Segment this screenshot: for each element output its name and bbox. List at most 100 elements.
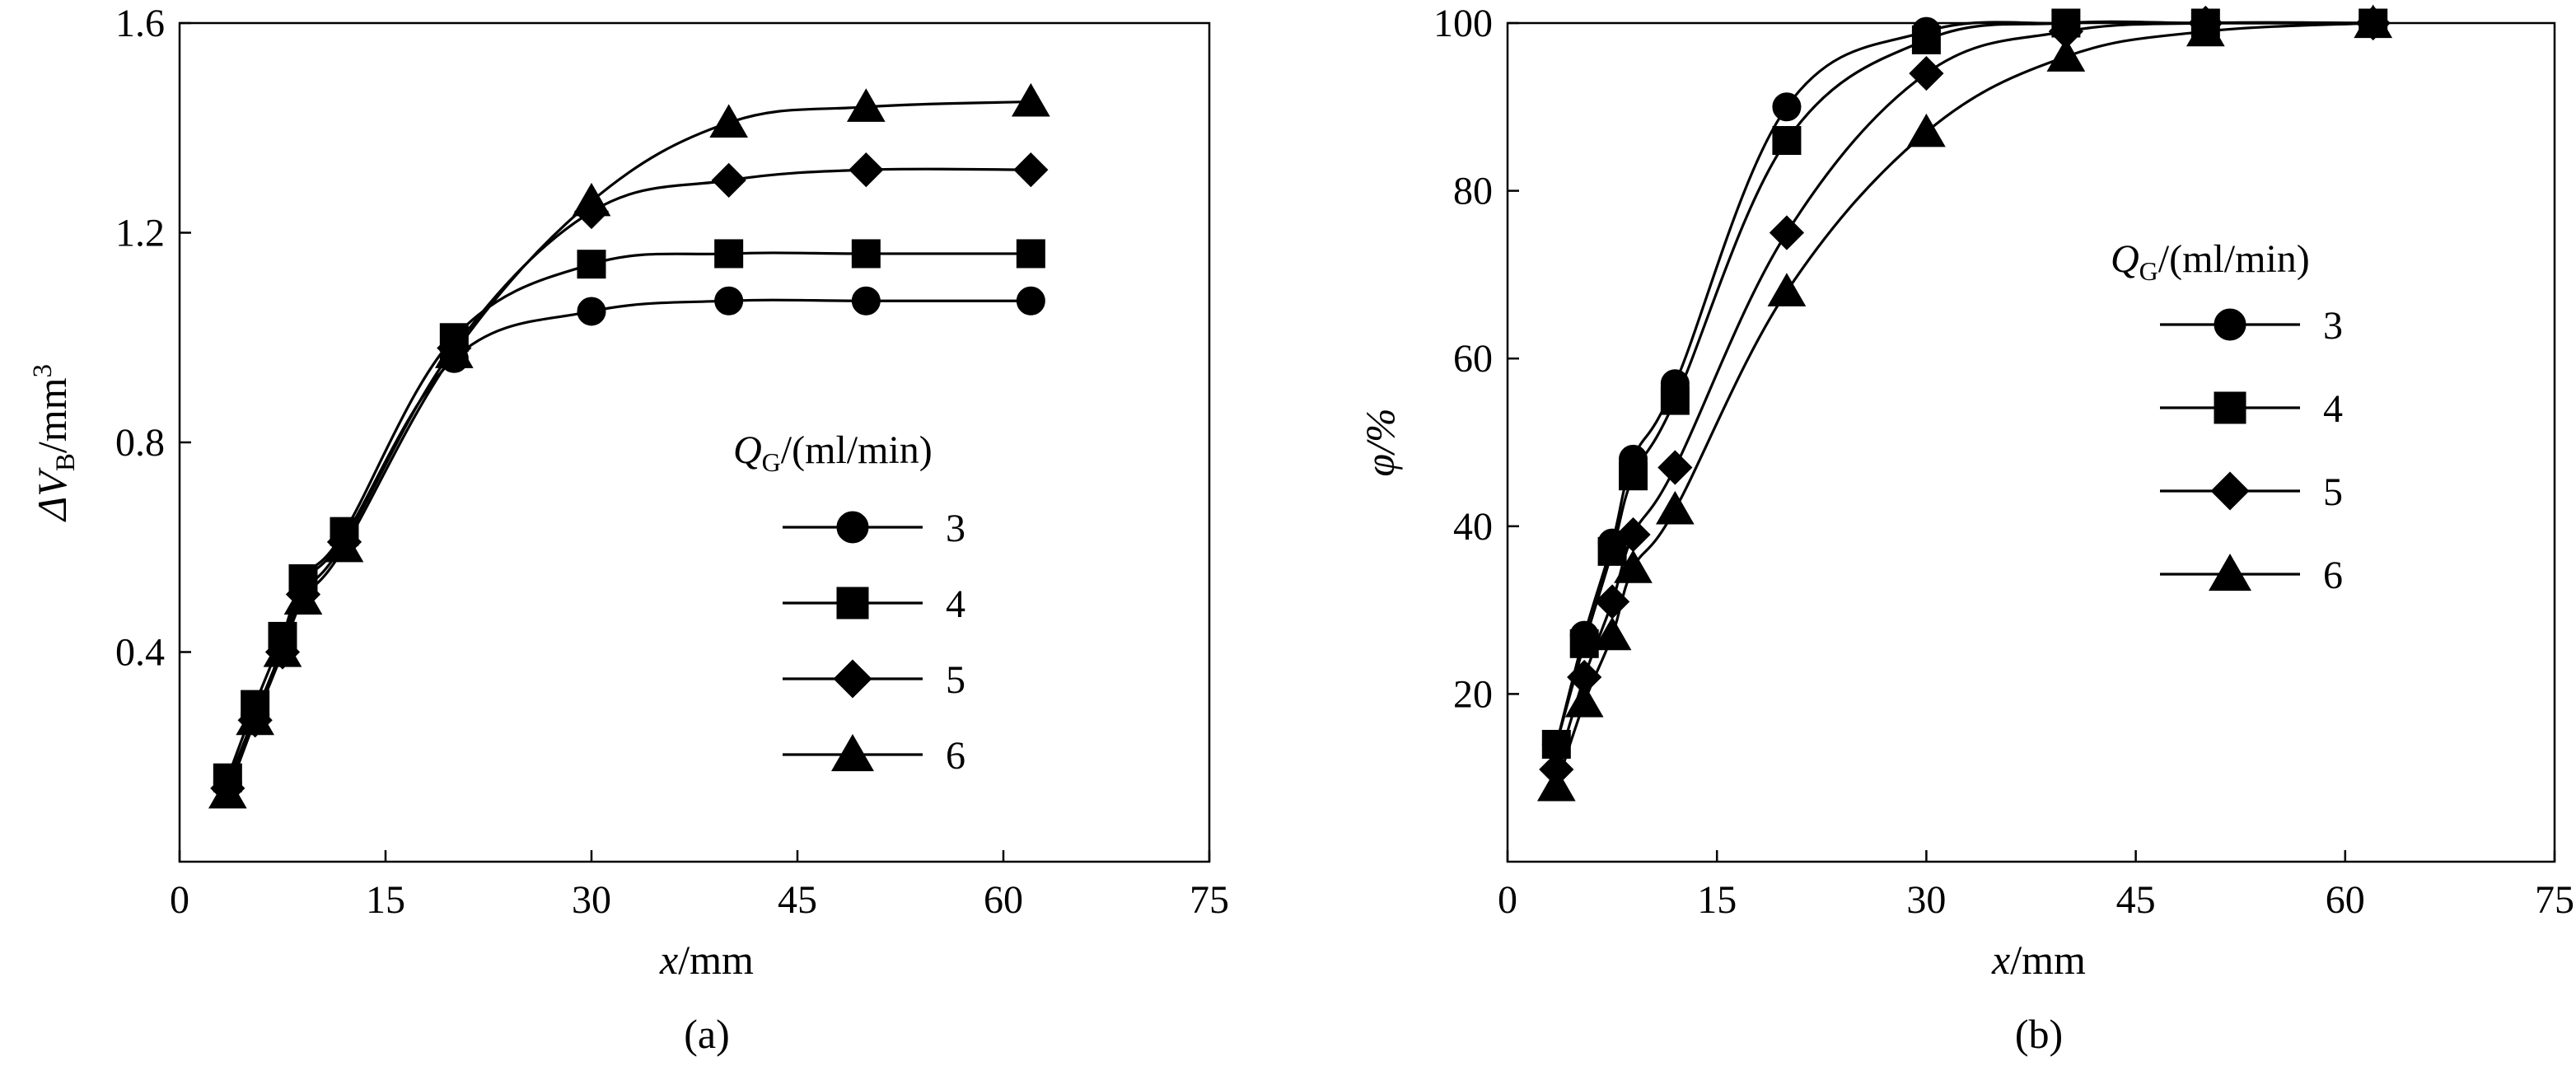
panel-a-x-tick-label: 75	[1190, 878, 1229, 922]
panel-b-legend-label-6: 6	[2323, 554, 2343, 597]
panel-b-point-6	[1614, 549, 1653, 583]
panel-a-legend-marker-5	[833, 659, 872, 699]
panel-b-y-axis-label: φ/%	[1357, 408, 1403, 476]
panel-a-point-3	[577, 297, 606, 326]
panel-b-y-tick-label: 100	[1433, 2, 1493, 45]
panel-b-point-6	[1767, 273, 1807, 306]
panel-a-y-tick-label: 1.6	[115, 2, 165, 45]
panel-b-point-6	[1656, 490, 1695, 525]
panel-b-point-4	[1569, 629, 1599, 658]
panel-b-y-tick-label: 80	[1453, 170, 1493, 213]
panel-a-point-4	[1016, 239, 1045, 269]
panel-b-legend-label-5: 5	[2323, 470, 2343, 514]
panel-a-point-6	[208, 774, 247, 809]
panel-b-point-5	[1657, 450, 1693, 485]
panel-b-point-6	[2354, 4, 2393, 39]
panel-b-x-tick-label: 0	[1498, 878, 1517, 922]
panel-b-point-6	[1907, 113, 1946, 147]
panel-b-series-line-4	[1554, 20, 2373, 745]
panel-a-legend-marker-6	[831, 733, 874, 772]
panel-a-point-4	[714, 239, 744, 269]
panel-b-x-axis-label: x/mm	[1991, 937, 2086, 983]
panel-a-legend-marker-3	[836, 511, 869, 544]
panel-a-legend-label-6: 6	[946, 734, 965, 778]
panel-b-legend-title: QG/(ml/min)	[2111, 237, 2310, 286]
panel-b-x-tick-label: 15	[1697, 878, 1737, 922]
panel-a-point-3	[851, 286, 881, 316]
panel-a-point-5	[711, 162, 746, 198]
panel-b-legend-entries: 3 4 5 6	[2160, 304, 2343, 597]
panel-a-y-tick-label: 0.8	[115, 421, 165, 465]
panel-a-x-tick-label: 30	[572, 878, 611, 922]
panel-a-x-axis-label: x/mm	[659, 937, 754, 983]
panel-a-point-6	[283, 581, 323, 615]
panel-b-legend-marker-3	[2214, 308, 2246, 341]
panel-a-legend-title: QG/(ml/min)	[733, 428, 933, 477]
panel-a-y-axis-label: ΔVB/mm3	[28, 364, 81, 522]
panel-b-point-3	[1772, 92, 1802, 122]
panel-a-axis-ticks: 0 15 30 45 60 750.40.81.21.6	[115, 2, 1229, 922]
panel-b-x-tick-label: 45	[2116, 878, 2156, 922]
panel-b-legend: QG/(ml/min) 3 4 5 6	[2111, 237, 2343, 597]
panel-b-point-4	[1597, 536, 1627, 566]
panel-b-point-4	[1772, 126, 1802, 156]
panel-a-point-5	[1013, 152, 1049, 188]
panel-b-plot-frame	[1506, 21, 2556, 863]
panel-a-point-3	[714, 286, 744, 316]
panel-b-legend-marker-4	[2214, 391, 2246, 424]
panel-b-point-6	[1592, 616, 1632, 651]
panel-b-point-5	[1909, 55, 1944, 91]
panel-a-series-line-5	[226, 167, 1031, 789]
panel-b-point-4	[1619, 461, 1648, 491]
panel-a-legend: QG/(ml/min) 3 4 5 6	[733, 428, 965, 778]
panel-b-legend-marker-6	[2209, 553, 2251, 591]
panel-a-x-tick-label: 15	[366, 878, 405, 922]
panel-b-y-tick-label: 20	[1453, 672, 1493, 716]
panel-a-y-tick-label: 1.2	[115, 212, 165, 255]
panel-a-point-4	[577, 250, 606, 279]
panel-a-point-6	[709, 104, 749, 138]
panel-a-x-tick-label: 60	[984, 878, 1023, 922]
panel-b-y-tick-label: 60	[1453, 337, 1493, 381]
panel-a-point-6	[846, 88, 886, 122]
panel-b-x-tick-label: 30	[1906, 878, 1946, 922]
panel-a-point-5	[849, 152, 884, 188]
panel-a-point-6	[325, 528, 364, 563]
panel-a-legend-label-5: 5	[946, 658, 965, 702]
panel-a-series-line-4	[226, 251, 1031, 778]
panel-a-point-3	[1016, 286, 1045, 316]
panel-a-legend-label-4: 4	[946, 582, 965, 626]
panel-a-label: (a)	[684, 1011, 730, 1057]
panel-a-series-markers	[208, 82, 1050, 809]
panel-a-point-6	[236, 701, 275, 736]
panel-b-legend-label-4: 4	[2323, 387, 2343, 431]
panel-b-point-6	[2186, 12, 2225, 47]
panel-b-label: (b)	[2015, 1011, 2063, 1057]
panel-b-x-tick-label: 75	[2535, 878, 2574, 922]
panel-b-y-tick-label: 40	[1453, 505, 1493, 549]
panel-a-legend-entries: 3 4 5 6	[783, 507, 965, 778]
panel-b-point-5	[1769, 215, 1805, 250]
panel-a-point-6	[572, 182, 611, 217]
panel-a-chart: 0 15 30 45 60 750.40.81.21.6 ΔVB/mm3 x/mm (a)…	[28, 2, 1229, 1057]
panel-b-point-6	[2046, 38, 2086, 72]
panel-a-legend-label-3: 3	[946, 507, 965, 550]
panel-a-point-6	[263, 633, 302, 667]
panel-b-point-4	[1911, 25, 1941, 54]
panel-a-legend-marker-4	[836, 587, 869, 619]
panel-b-legend-marker-5	[2210, 471, 2250, 511]
panel-a-x-tick-label: 45	[778, 878, 817, 922]
panel-b-point-6	[1564, 684, 1604, 718]
panel-a-plot-frame	[178, 21, 1211, 863]
panel-a-point-4	[851, 239, 881, 269]
panel-a-x-tick-label: 0	[170, 878, 189, 922]
panel-a-point-6	[1011, 82, 1050, 117]
panel-a-y-tick-label: 0.4	[115, 631, 165, 675]
panel-b-legend-label-3: 3	[2323, 304, 2343, 348]
panel-a-point-6	[434, 334, 474, 368]
panel-b-point-6	[1536, 767, 1576, 802]
panel-b-point-4	[1660, 386, 1690, 415]
